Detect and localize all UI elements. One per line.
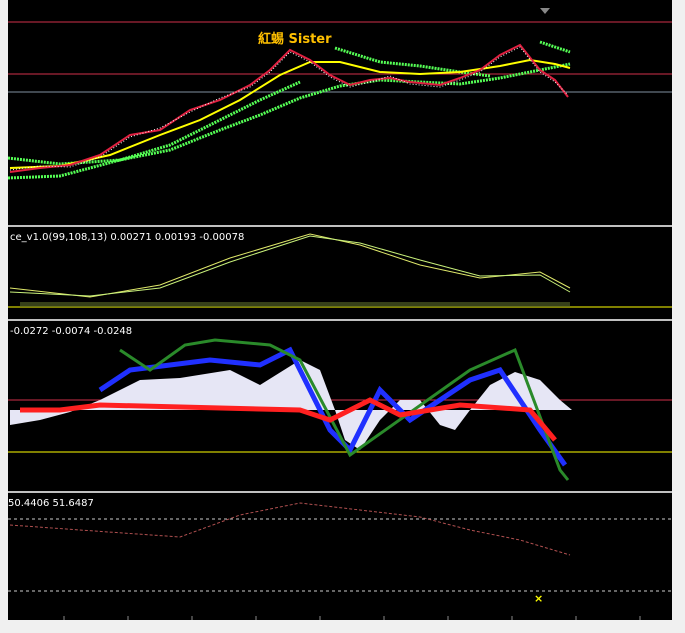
osc-green — [119, 338, 570, 481]
histogram — [20, 302, 570, 307]
rsi-line — [9, 502, 571, 556]
indicator-panel-3: 50.4406 51.6487 × — [8, 498, 672, 605]
indicator-panel-2: -0.0272 -0.0074 -0.0248 — [8, 326, 672, 481]
osc-line-2 — [9, 235, 571, 297]
chart-title: 紅蜴 Sister — [258, 31, 332, 47]
green-band-upper2 — [539, 40, 571, 54]
scroll-marker — [540, 8, 550, 14]
indicator-panel-1: ce_v1.0(99,108,13) 0.00271 0.00193 -0.00… — [8, 232, 672, 308]
time-ticks — [63, 616, 641, 620]
osc-red — [20, 397, 557, 442]
indicator-label: ce_v1.0(99,108,13) 0.00271 0.00193 -0.00… — [10, 232, 244, 243]
indicator-label: -0.0272 -0.0074 -0.0248 — [10, 326, 132, 337]
osc-blue — [98, 346, 568, 467]
chart-area — [8, 0, 672, 620]
price-panel: 紅蜴 Sister — [7, 21, 672, 180]
marker: × — [534, 592, 543, 605]
osc-area — [10, 360, 572, 450]
green-band-lower — [7, 62, 571, 166]
moving-average — [9, 58, 571, 169]
panel-separators — [8, 225, 672, 493]
green-band-upper — [334, 46, 491, 78]
price-line — [9, 43, 569, 173]
green-band-lower2 — [7, 80, 301, 180]
indicator-label: 50.4406 51.6487 — [8, 498, 94, 509]
